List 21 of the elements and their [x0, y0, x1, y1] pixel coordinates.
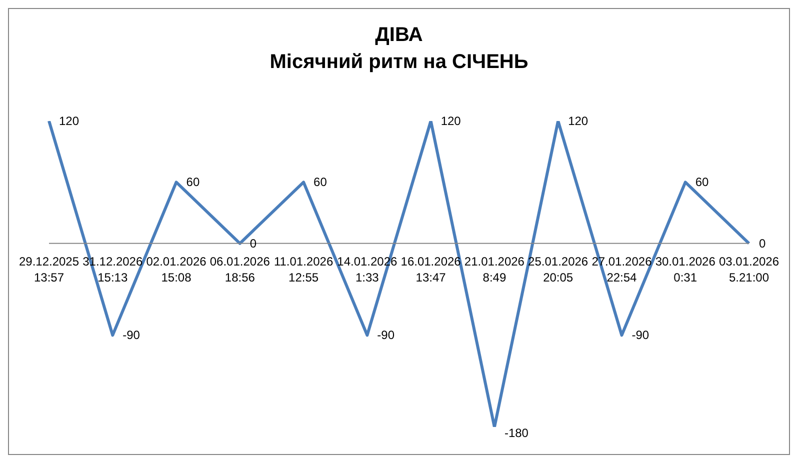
- data-label: 0: [250, 236, 257, 250]
- data-label: -90: [632, 328, 650, 342]
- chart-subtitle: Місячний ритм на СІЧЕНЬ: [268, 50, 530, 75]
- chart-title: ДІВА: [374, 23, 424, 48]
- x-tick-label: 06.01.2026 18:56: [210, 254, 270, 284]
- x-tick-label: 21.01.2026 8:49: [464, 254, 525, 284]
- data-label: -90: [122, 328, 140, 342]
- x-tick-label: 29.12.2025 13:57: [18, 254, 80, 284]
- data-label: 60: [314, 175, 328, 190]
- x-tick-label: 30.01.2026 0:31: [655, 254, 716, 284]
- x-tick-label: 11.01.2026 12:55: [274, 254, 334, 284]
- data-label: 60: [186, 175, 200, 190]
- data-label: 0: [759, 236, 766, 250]
- x-tick-label: 02.01.2026 15:08: [146, 254, 207, 284]
- data-label: 120: [59, 114, 80, 128]
- x-tick-label: 03.01.2026 5.21:00: [718, 254, 780, 284]
- data-label: 60: [695, 175, 710, 190]
- data-label: -90: [377, 328, 395, 342]
- data-label: 120: [440, 114, 462, 128]
- data-label: -180: [504, 426, 529, 440]
- data-label: 120: [568, 114, 588, 128]
